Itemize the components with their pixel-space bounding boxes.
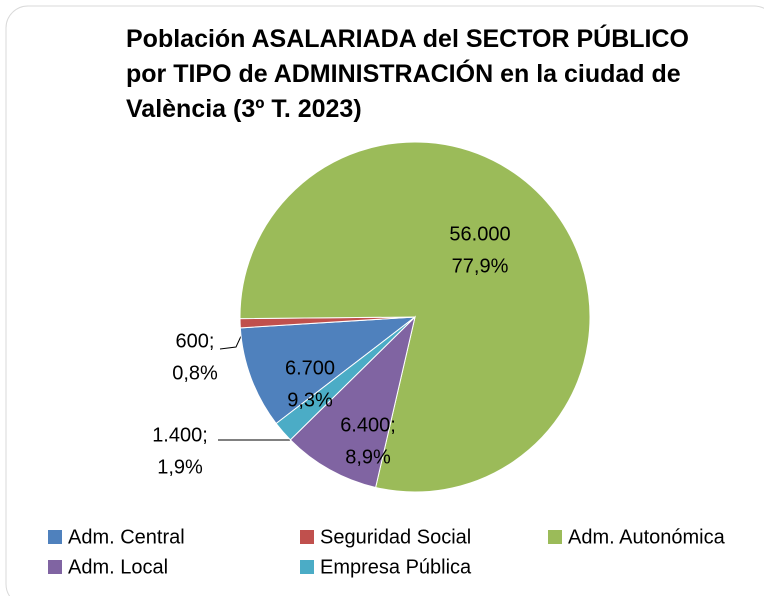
chart-title: Población ASALARIADA del SECTOR PÚBLICO … — [126, 25, 690, 123]
legend-swatch — [300, 560, 314, 574]
percent-label: 1,9% — [157, 456, 203, 478]
pie-slice — [275, 316, 416, 441]
percent-label: 9,3% — [287, 389, 333, 411]
legend-swatch — [300, 530, 314, 544]
data-label: 56.000 — [449, 223, 510, 245]
pie-slice — [289, 315, 416, 489]
legend-swatch — [48, 530, 62, 544]
legend-label: Adm. Autonómica — [568, 526, 726, 548]
leader-line — [219, 333, 243, 350]
legend-swatch — [48, 560, 62, 574]
percent-label: 8,9% — [345, 446, 391, 468]
legend-label: Adm. Central — [68, 526, 185, 548]
percent-label: 0,8% — [172, 362, 218, 384]
percent-label: 77,9% — [452, 255, 509, 277]
legend-label: Empresa Pública — [320, 556, 472, 578]
legend-label: Seguridad Social — [320, 526, 471, 548]
data-label: 600; — [176, 330, 215, 352]
legend-label: Adm. Local — [68, 556, 168, 578]
pie-slice — [239, 316, 417, 425]
data-label: 6.700 — [285, 357, 335, 379]
data-label: 1.400; — [152, 424, 208, 446]
data-label: 6.400; — [340, 414, 396, 436]
legend-swatch — [548, 530, 562, 544]
